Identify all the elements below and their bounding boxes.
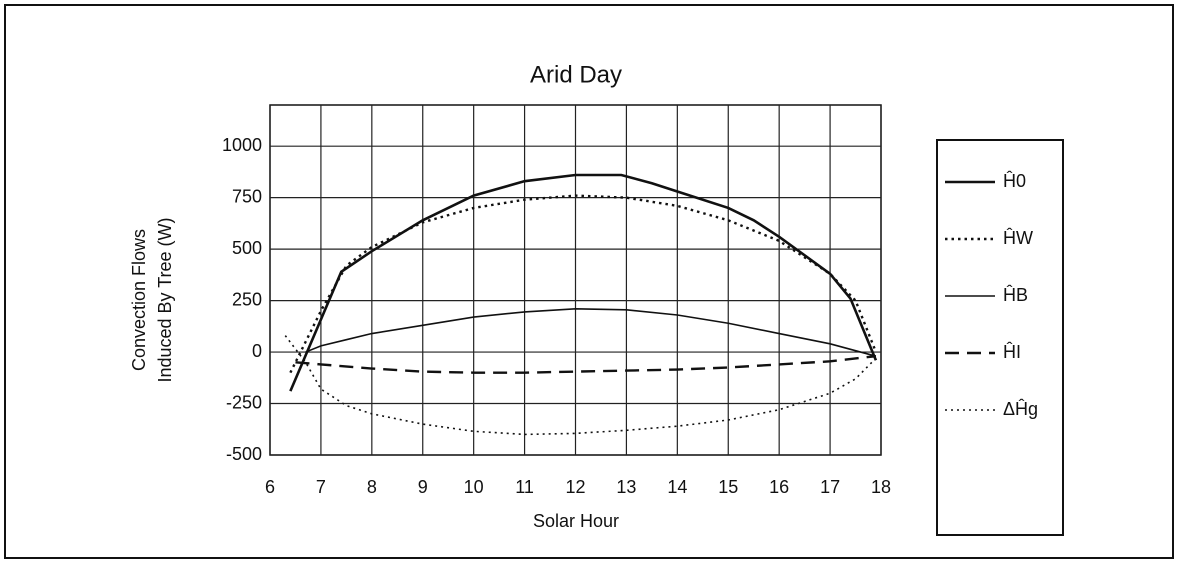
x-tick-label: 16 — [769, 477, 789, 497]
x-tick-label: 18 — [871, 477, 891, 497]
frame — [4, 4, 1174, 559]
x-tick-label: 12 — [565, 477, 585, 497]
series-line — [289, 194, 878, 374]
chart-title: Arid Day — [530, 61, 622, 88]
x-tick-label: 8 — [367, 477, 377, 497]
x-tick-label: 10 — [464, 477, 484, 497]
legend-label: ΔĤg — [1003, 399, 1038, 419]
x-axis-label: Solar Hour — [533, 511, 619, 531]
y-tick-label: 250 — [232, 289, 262, 309]
y-tick-label: 500 — [232, 238, 262, 258]
x-tick-label: 13 — [616, 477, 636, 497]
series-line — [295, 354, 877, 374]
legend-label: ĤB — [1003, 285, 1028, 305]
series-line — [305, 308, 877, 357]
legend-box — [936, 139, 1064, 536]
y-tick-label: 1000 — [222, 135, 262, 155]
series-line — [289, 173, 878, 392]
y-tick-label: 750 — [232, 186, 262, 206]
x-tick-label: 15 — [718, 477, 738, 497]
x-tick-label: 9 — [418, 477, 428, 497]
legend-label: ĤI — [1003, 342, 1021, 362]
y-tick-label: -250 — [226, 392, 262, 412]
series-line — [284, 335, 877, 436]
x-tick-label: 6 — [265, 477, 275, 497]
y-tick-label: -500 — [226, 444, 262, 464]
y-axis-label: Convection Flows — [129, 229, 149, 371]
x-tick-label: 14 — [667, 477, 687, 497]
x-tick-label: 11 — [515, 477, 534, 497]
y-axis-label: Induced By Tree (W) — [155, 217, 175, 382]
y-tick-label: 0 — [252, 341, 262, 361]
legend-label: Ĥ0 — [1003, 171, 1026, 191]
x-tick-label: 7 — [316, 477, 326, 497]
legend-label: ĤW — [1003, 228, 1033, 248]
x-tick-label: 17 — [820, 477, 840, 497]
